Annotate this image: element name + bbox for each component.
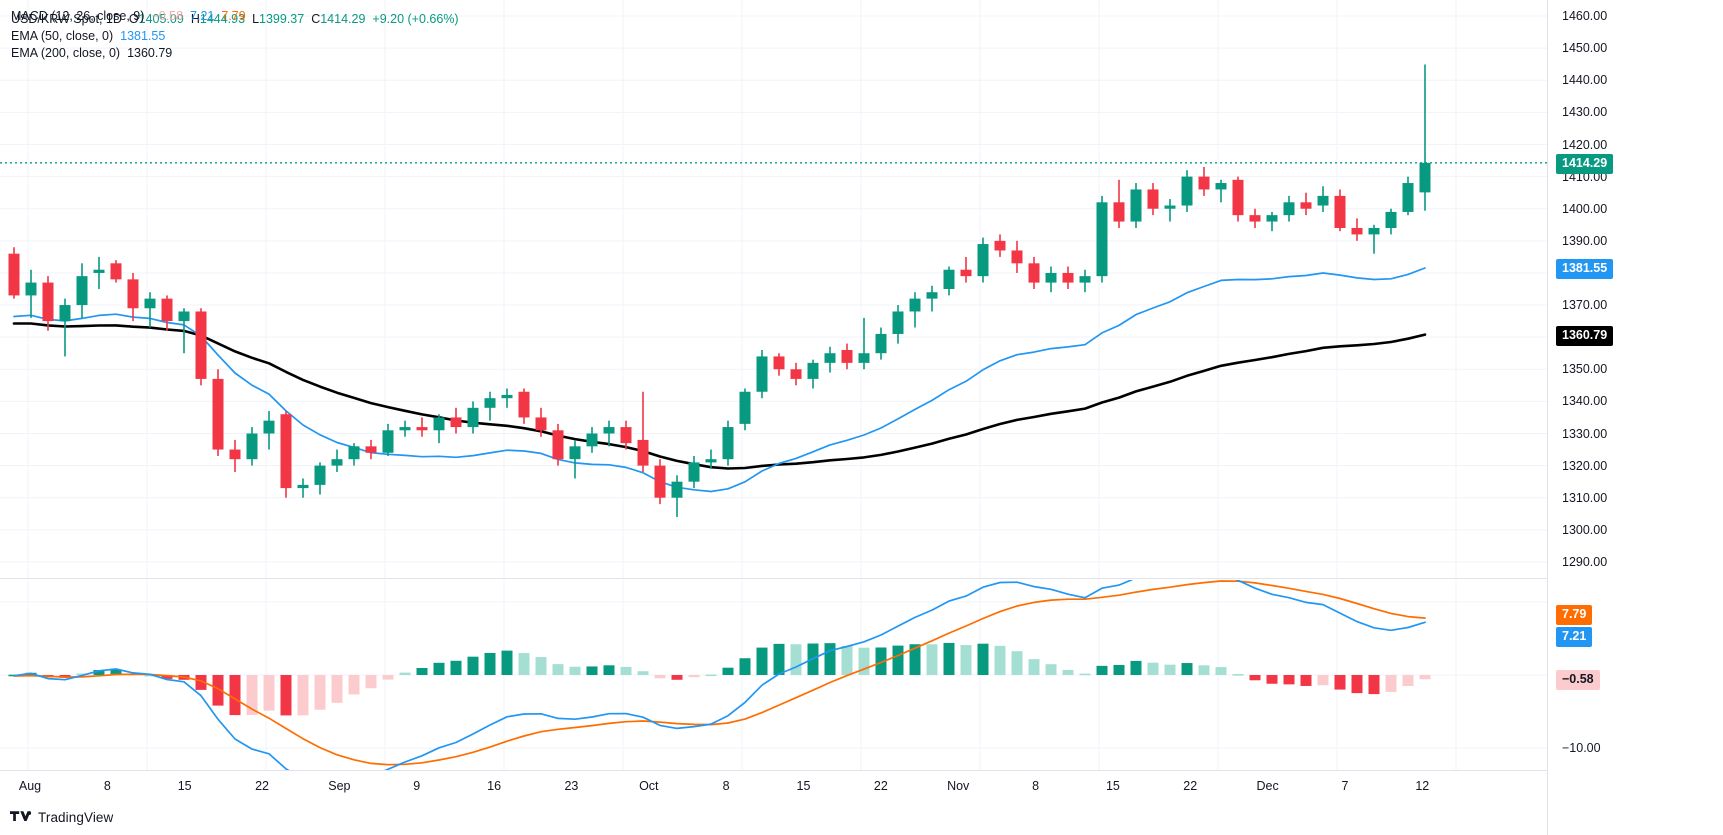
- change-value: +9.20 (+0.66%): [372, 12, 459, 26]
- time-axis-tick: Oct: [639, 779, 659, 793]
- time-axis-tick: 7: [1341, 779, 1349, 793]
- time-axis-tick: 9: [413, 779, 421, 793]
- tradingview-logo: TradingView: [10, 810, 113, 825]
- ema200-label[interactable]: EMA (200, close, 0): [11, 46, 121, 60]
- ema50-price-badge[interactable]: 1381.55: [1556, 258, 1614, 279]
- close-value: 1414.29: [320, 12, 366, 26]
- macd-hist-value: −0.58: [151, 9, 184, 23]
- price-axis-tick: 1290.00: [1562, 554, 1608, 569]
- price-axis-tick: 1440.00: [1562, 73, 1608, 88]
- open-value: 1405.09: [138, 12, 184, 26]
- macd-hist-badge[interactable]: −0.58: [1556, 670, 1600, 691]
- open-label: O: [128, 12, 139, 26]
- time-axis-tick: Sep: [328, 779, 351, 793]
- time-axis-tick: 22: [1183, 779, 1198, 793]
- legend-row-macd[interactable]: MACD (12, 26, close, 9) −0.58 7.21 7.79: [11, 8, 246, 25]
- tradingview-logo-icon: [10, 810, 32, 821]
- macd-title[interactable]: MACD (12, 26, close, 9): [11, 9, 145, 23]
- macd-signal-badge[interactable]: 7.79: [1556, 605, 1593, 626]
- time-axis-tick: 22: [873, 779, 888, 793]
- ema200-value: 1360.79: [127, 46, 173, 60]
- price-axis-tick: 1390.00: [1562, 233, 1608, 248]
- high-label: H: [190, 12, 200, 26]
- ema50-value: 1381.55: [120, 29, 166, 43]
- ema50-label[interactable]: EMA (50, close, 0): [11, 29, 114, 43]
- time-axis-tick: Aug: [18, 779, 42, 793]
- macd-plot[interactable]: [0, 580, 1548, 770]
- price-axis-tick: 1310.00: [1562, 490, 1608, 505]
- time-axis-tick: 12: [1415, 779, 1430, 793]
- time-axis-tick: 15: [1105, 779, 1120, 793]
- price-axis-tick: 1460.00: [1562, 9, 1608, 24]
- price-pane[interactable]: [0, 0, 1723, 578]
- macd-signal-value: 7.79: [221, 9, 246, 23]
- price-axis-tick: 1340.00: [1562, 394, 1608, 409]
- price-axis-tick: 1420.00: [1562, 137, 1608, 152]
- time-axis-tick: 15: [177, 779, 192, 793]
- legend-row-ema200[interactable]: EMA (200, close, 0) 1360.79: [11, 45, 459, 62]
- price-axis-tick: 1300.00: [1562, 522, 1608, 537]
- time-axis-tick: 8: [1032, 779, 1040, 793]
- time-axis-tick: 22: [255, 779, 269, 793]
- macd-line-badge[interactable]: 7.21: [1556, 627, 1593, 648]
- legend-row-symbol[interactable]: USD/KRW Spot, 1D O1405.09 H1444.93 L1399.37…: [11, 11, 459, 28]
- macd-pane[interactable]: [0, 580, 1723, 770]
- legend-row-ema50[interactable]: EMA (50, close, 0) 1381.55: [11, 28, 459, 45]
- price-axis-tick: 1400.00: [1562, 201, 1608, 216]
- time-axis-tick: Dec: [1256, 779, 1279, 793]
- macd-line-value: 7.21: [190, 9, 215, 23]
- time-axis-tick: 16: [487, 779, 502, 793]
- pane-separator: [0, 578, 1548, 579]
- close-label: C: [311, 12, 321, 26]
- time-axis-tick: 8: [103, 779, 111, 793]
- symbol-label[interactable]: USD/KRW Spot, 1D: [11, 12, 122, 26]
- price-axis-tick: 1450.00: [1562, 41, 1608, 56]
- macd-legend[interactable]: MACD (12, 26, close, 9) −0.58 7.21 7.79: [11, 8, 246, 25]
- time-axis-tick: 8: [722, 779, 730, 793]
- low-label: L: [252, 12, 260, 26]
- price-axis-tick: 1330.00: [1562, 426, 1608, 441]
- price-axis[interactable]: 1460.00 1450.00 1440.00 1430.00 1420.00 1410.…: [1547, 0, 1723, 835]
- price-axis-tick: 1370.00: [1562, 298, 1608, 313]
- price-axis-tick: 1430.00: [1562, 105, 1608, 120]
- time-axis-tick: Nov: [947, 779, 970, 793]
- low-value: 1399.37: [259, 12, 305, 26]
- price-plot[interactable]: [0, 0, 1548, 578]
- time-axis[interactable]: Aug 8 15 22 Sep 9 16 23 Oct 8 15 22 Nov 8 15 22 Dec 7 12: [0, 770, 1548, 806]
- ema200-price-badge[interactable]: 1360.79: [1556, 325, 1614, 346]
- time-axis-tick: 15: [796, 779, 811, 793]
- price-legend[interactable]: USD/KRW Spot, 1D O1405.09 H1444.93 L1399.37…: [11, 11, 459, 62]
- tradingview-brand-label: TradingView: [38, 810, 114, 825]
- price-axis-tick: 1320.00: [1562, 458, 1608, 473]
- time-axis-tick: 23: [564, 779, 579, 793]
- macd-axis-tick: −10.00: [1562, 741, 1601, 756]
- last-price-badge[interactable]: 1414.29: [1556, 153, 1614, 174]
- high-value: 1444.93: [199, 12, 246, 26]
- price-axis-tick: 1350.00: [1562, 362, 1608, 377]
